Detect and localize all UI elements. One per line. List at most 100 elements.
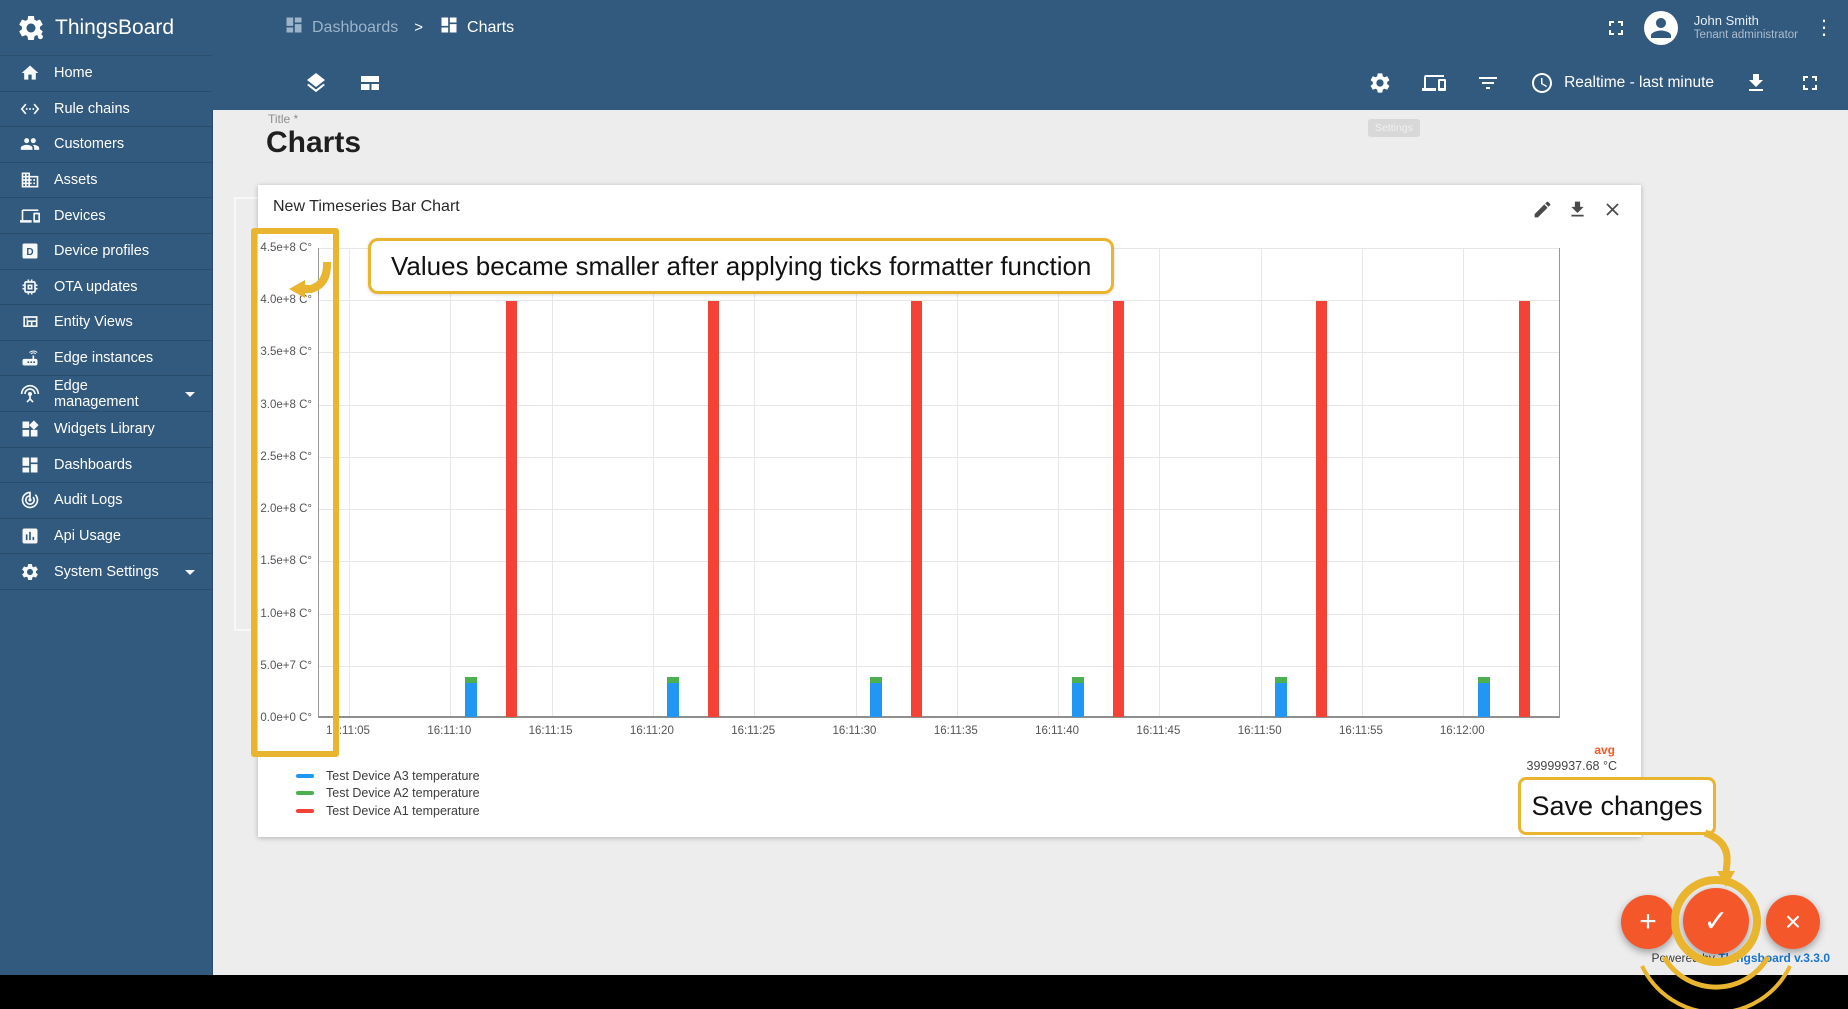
sidebar-item-label: Entity Views (54, 314, 133, 331)
breadcrumb: Dashboards > Charts (284, 15, 514, 40)
y-tick-label: 3.5e+8 C° (260, 346, 312, 359)
widget-title: New Timeseries Bar Chart (273, 198, 460, 215)
edge-management-icon (20, 384, 40, 404)
header-right: John Smith Tenant administrator ⋮ (1604, 10, 1848, 45)
y-tick-label: 1.0e+8 C° (260, 607, 312, 620)
legend-avg-value: 39999937.68 °C (1526, 759, 1618, 773)
gridline-h (319, 352, 1559, 354)
layers-icon[interactable] (304, 71, 328, 95)
ota-updates-icon (20, 277, 40, 297)
svg-text:D: D (26, 247, 33, 258)
chevron-down-icon (178, 560, 202, 584)
sidebar-item-api-usage[interactable]: Api Usage (0, 519, 212, 555)
sidebar-item-label: Rule chains (54, 100, 130, 117)
page-title[interactable]: Charts (266, 126, 362, 159)
gridline-h (319, 509, 1559, 511)
sidebar-item-widgets-library[interactable]: Widgets Library (0, 412, 212, 448)
y-tick-label: 4.0e+8 C° (260, 294, 312, 307)
system-settings-icon (20, 562, 40, 582)
sidebar-item-assets[interactable]: Assets (0, 163, 212, 199)
legend-avg-header[interactable]: avg (1594, 743, 1615, 757)
ticks-formatter-callout: Values became smaller after applying tic… (368, 238, 1115, 294)
add-widget-button[interactable]: + (1621, 895, 1675, 949)
breadcrumb-charts[interactable]: Charts (439, 15, 514, 40)
sidebar-item-label: Customers (54, 136, 125, 153)
legend-item[interactable]: Test Device A2 temperature (296, 785, 480, 803)
fullscreen-icon[interactable] (1798, 71, 1822, 95)
rule-chains-icon (20, 99, 40, 119)
sidebar-item-dashboards[interactable]: Dashboards (0, 448, 212, 484)
y-tick-label: 5.0e+7 C° (260, 659, 312, 672)
save-arrow-down (1703, 829, 1735, 887)
bar-test-device-a3 (1072, 682, 1085, 717)
gridline-v (551, 249, 553, 716)
bottom-black-strip (0, 975, 1848, 1009)
sidebar-item-device-profiles[interactable]: D Device profiles (0, 234, 212, 270)
breadcrumb-label: Dashboards (312, 18, 399, 36)
app-title: ThingsBoard (55, 15, 175, 39)
dashboards-icon (284, 15, 304, 40)
x-tick-label: 16:11:15 (528, 725, 573, 737)
bar-test-device-a3 (1477, 682, 1490, 717)
edit-pencil-icon[interactable] (1532, 199, 1553, 220)
toolbar-right: Realtime - last minute (1368, 71, 1848, 95)
dashboards-icon (20, 455, 40, 475)
x-tick-label: 16:11:10 (427, 725, 472, 737)
sidebar-item-home[interactable]: Home (0, 56, 212, 92)
download-icon[interactable] (1744, 71, 1768, 95)
layout-icon[interactable] (358, 71, 382, 95)
x-tick-label: 16:11:55 (1339, 725, 1383, 737)
breadcrumb-dashboards[interactable]: Dashboards (284, 15, 398, 40)
settings-tooltip-ghost: Settings (1368, 119, 1420, 137)
gridline-h (319, 404, 1559, 406)
gridline-v (1058, 249, 1060, 716)
x-tick-label: 16:11:50 (1237, 725, 1282, 737)
sidebar-item-devices[interactable]: Devices (0, 198, 212, 234)
sidebar-item-rule-chains[interactable]: Rule chains (0, 92, 212, 128)
close-icon[interactable] (1602, 199, 1623, 220)
sidebar-item-edge-instances[interactable]: Edge instances (0, 341, 212, 377)
timewindow-button[interactable]: Realtime - last minute (1530, 71, 1714, 95)
top-header: Dashboards > Charts John Smith Tenant ad… (212, 0, 1848, 55)
gridline-v (1362, 249, 1363, 716)
sidebar-item-entity-views[interactable]: Entity Views (0, 305, 212, 341)
legend-item[interactable]: Test Device A1 temperature (296, 802, 480, 820)
user-avatar[interactable] (1643, 10, 1678, 45)
user-info[interactable]: John Smith Tenant administrator (1694, 13, 1798, 42)
kebab-menu-icon[interactable]: ⋮ (1814, 16, 1834, 39)
sidebar-item-system-settings[interactable]: System Settings (0, 554, 212, 590)
gridline-h (319, 456, 1559, 458)
export-download-icon[interactable] (1567, 199, 1588, 220)
sidebar-item-edge-management[interactable]: Edge management (0, 376, 212, 412)
bar-test-device-a2 (869, 677, 882, 683)
bar-test-device-a3 (667, 682, 680, 717)
manage-layouts-icon[interactable] (1422, 71, 1447, 95)
x-tick-label: 16:11:35 (933, 725, 978, 737)
sidebar-item-label: Device profiles (54, 243, 150, 260)
x-tick-label: 16:11:30 (832, 725, 877, 737)
filter-icon[interactable] (1476, 71, 1500, 95)
gear-icon[interactable] (1368, 71, 1392, 95)
gridline-v (1260, 249, 1262, 716)
gridline-v (855, 249, 857, 716)
legend-item[interactable]: Test Device A3 temperature (296, 767, 480, 785)
sidebar-item-label: Edge instances (54, 350, 154, 367)
sidebar-item-label: Api Usage (54, 528, 121, 545)
devices-icon (20, 206, 40, 226)
entity-views-icon (20, 312, 40, 332)
user-name: John Smith (1693, 13, 1759, 28)
gridline-h (319, 665, 1559, 667)
fullscreen-icon[interactable] (1604, 16, 1628, 40)
cancel-changes-button[interactable]: × (1766, 895, 1820, 949)
bar-test-device-a2 (1274, 677, 1287, 683)
gridline-v (349, 249, 350, 716)
sidebar-item-ota-updates[interactable]: OTA updates (0, 270, 212, 306)
sidebar-nav: Home Rule chains Customers Assets Devices D De… (0, 56, 212, 590)
audit-logs-icon (20, 490, 40, 510)
app-logo[interactable]: ThingsBoard (0, 0, 212, 56)
sidebar-item-label: Devices (54, 207, 106, 224)
sidebar-item-label: System Settings (54, 563, 159, 580)
sidebar-item-audit-logs[interactable]: Audit Logs (0, 483, 212, 519)
bar-test-device-a3 (464, 682, 477, 717)
sidebar-item-customers[interactable]: Customers (0, 127, 212, 163)
